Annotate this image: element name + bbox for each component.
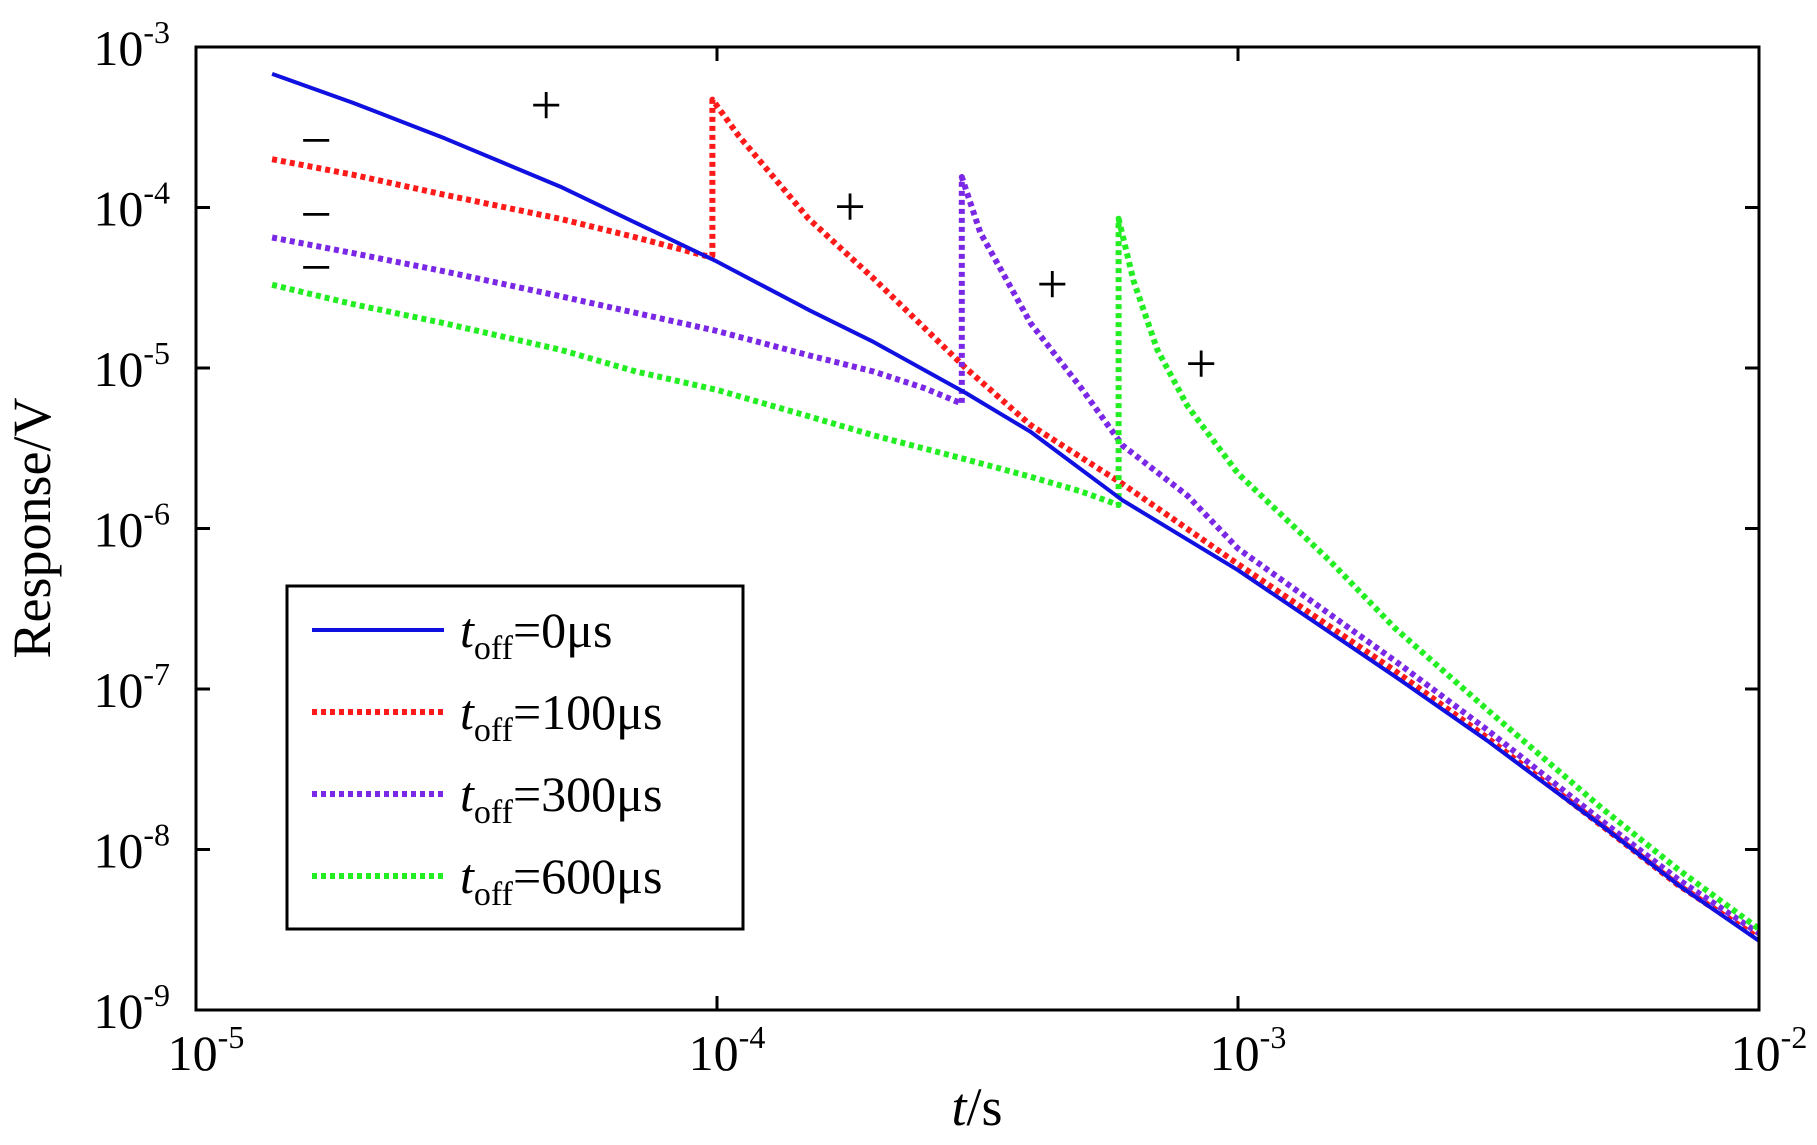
annotation-layer: −−−++++ bbox=[300, 75, 1217, 396]
y-axis-label: Response/V bbox=[2, 398, 62, 659]
series-layer bbox=[271, 72, 1761, 943]
y-tick-exp: -7 bbox=[143, 656, 170, 692]
legend-label-1: toff=100μs bbox=[460, 684, 662, 749]
x-tick-label: 10-5 bbox=[168, 1019, 245, 1081]
y-tick-label: 10-6 bbox=[93, 496, 170, 558]
legend-sub: off bbox=[474, 630, 514, 667]
legend-label-0: toff=0μs bbox=[460, 602, 612, 667]
annotation-plus-4: + bbox=[834, 177, 866, 239]
legend-value: =600μs bbox=[513, 848, 662, 904]
legend-box bbox=[285, 584, 745, 931]
y-tick-label: 10-9 bbox=[93, 977, 170, 1039]
x-axis-label-rest: /s bbox=[966, 1077, 1002, 1137]
x-tick-base: 10 bbox=[168, 1025, 218, 1081]
x-tick-label: 10-4 bbox=[689, 1019, 766, 1081]
y-tick-exp: -8 bbox=[143, 817, 170, 853]
y-tick-exp: -3 bbox=[143, 14, 170, 50]
annotation-plus-3: + bbox=[530, 75, 562, 137]
legend-var: t bbox=[460, 766, 475, 822]
annotation-plus-6: + bbox=[1185, 334, 1217, 396]
x-tick-exp: -5 bbox=[218, 1019, 245, 1055]
x-tick-exp: -2 bbox=[1781, 1019, 1808, 1055]
x-tick-label: 10-3 bbox=[1210, 1019, 1287, 1081]
y-tick-exp: -6 bbox=[143, 496, 170, 532]
x-axis-label: t/s bbox=[951, 1077, 1002, 1137]
y-tick-exp: -5 bbox=[143, 335, 170, 371]
y-tick-label: 10-3 bbox=[93, 14, 170, 76]
y-tick-base: 10 bbox=[93, 662, 143, 718]
y-tick-label: 10-7 bbox=[93, 656, 170, 718]
legend-var: t bbox=[460, 848, 475, 904]
legend-value: =300μs bbox=[513, 766, 662, 822]
y-tick-base: 10 bbox=[93, 341, 143, 397]
series-line-2 bbox=[271, 174, 1761, 936]
y-tick-exp: -9 bbox=[143, 977, 170, 1013]
legend-var: t bbox=[460, 602, 475, 658]
x-tick-base: 10 bbox=[689, 1025, 739, 1081]
y-tick-base: 10 bbox=[93, 502, 143, 558]
y-tick-label: 10-5 bbox=[93, 335, 170, 397]
annotation-plus-5: + bbox=[1036, 254, 1068, 316]
legend-sub: off bbox=[474, 794, 514, 831]
x-tick-base: 10 bbox=[1210, 1025, 1260, 1081]
x-tick-label: 10-2 bbox=[1731, 1019, 1808, 1081]
x-axis-label-italic: t bbox=[951, 1077, 968, 1137]
y-tick-label: 10-8 bbox=[93, 817, 170, 879]
annotation-minus-1: − bbox=[300, 184, 332, 246]
x-tick-exp: -3 bbox=[1260, 1019, 1287, 1055]
y-tick-base: 10 bbox=[93, 181, 143, 237]
legend-var: t bbox=[460, 684, 475, 740]
tick-layer: 10-5 10-4 10-3 10-210-310-410-510-610-710-8… bbox=[93, 14, 1807, 1081]
legend-label-2: toff=300μs bbox=[460, 766, 662, 831]
annotation-minus-2: − bbox=[300, 237, 332, 299]
legend-value: =100μs bbox=[513, 684, 662, 740]
y-tick-base: 10 bbox=[93, 983, 143, 1039]
series-line-0 bbox=[271, 72, 1761, 943]
annotation-minus-0: − bbox=[300, 110, 332, 172]
legend-sub: off bbox=[474, 712, 514, 749]
y-tick-label: 10-4 bbox=[93, 175, 170, 237]
series-line-1 bbox=[271, 96, 1761, 941]
series-line-3 bbox=[271, 215, 1761, 932]
y-tick-base: 10 bbox=[93, 823, 143, 879]
x-tick-exp: -4 bbox=[739, 1019, 766, 1055]
legend-sub: off bbox=[474, 876, 514, 913]
legend-label-3: toff=600μs bbox=[460, 848, 662, 913]
legend-value: =0μs bbox=[513, 602, 612, 658]
y-tick-base: 10 bbox=[93, 20, 143, 76]
x-tick-base: 10 bbox=[1731, 1025, 1781, 1081]
y-tick-exp: -4 bbox=[143, 175, 170, 211]
